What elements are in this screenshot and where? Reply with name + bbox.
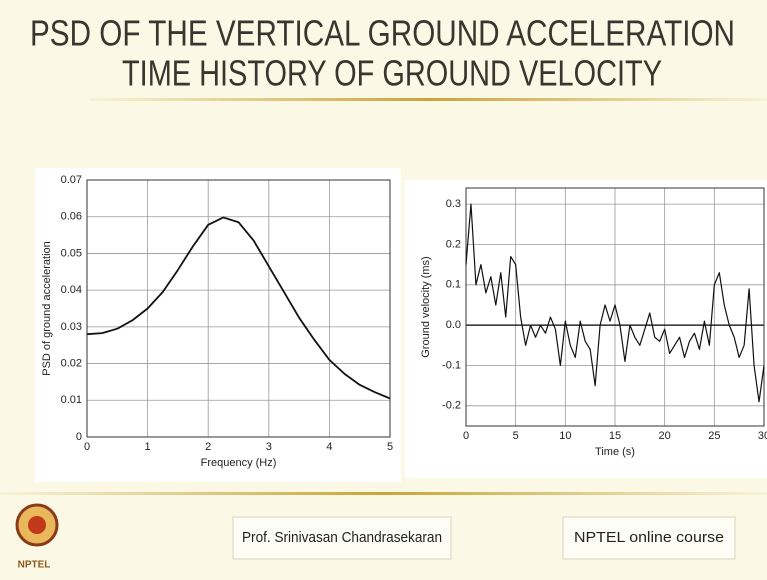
x-tick-label: 4 [326,441,332,453]
slide-title: PSD OF THE VERTICAL GROUND ACCELERATION [30,13,735,54]
x-axis-label: Frequency (Hz) [201,457,277,469]
x-tick-label: 1 [145,441,151,453]
y-tick-label: 0.02 [61,357,82,369]
y-tick-label: 0.03 [61,321,82,333]
presenter: Prof. Srinivasan Chandrasekaran [242,529,442,546]
footer-rule [0,492,767,495]
x-axis-label: Time (s) [595,446,635,458]
title-rule [90,98,767,101]
chart-panel [35,168,401,482]
y-tick-label: 0.04 [61,284,82,296]
y-tick-label: 0.2 [446,238,461,250]
y-tick-label: -0.1 [442,359,461,371]
logo: NPTEL [15,503,59,571]
y-tick-label: 0 [76,431,82,443]
course: NPTEL online course [574,529,724,546]
data-line [465,203,765,403]
x-tick-label: 0 [84,441,90,453]
x-tick-label: 5 [513,430,519,442]
slide-title: TIME HISTORY OF GROUND VELOCITY [122,53,662,94]
y-tick-label: -0.2 [442,400,461,412]
plot-frame [86,179,391,438]
x-tick-label: 25 [708,430,720,442]
logo-text: NPTEL [18,560,51,571]
chart-panel [405,180,767,478]
y-tick-label: 0.0 [446,319,461,331]
y-axis-label: Ground velocity (ms) [420,256,432,357]
course-box [562,516,736,560]
y-tick-label: 0.01 [61,394,82,406]
y-tick-label: 0.05 [61,247,82,259]
x-tick-label: 0 [463,430,469,442]
x-tick-label: 3 [266,441,272,453]
y-tick-label: 0.1 [446,279,461,291]
plot-frame [465,187,765,427]
x-tick-label: 15 [609,430,621,442]
presenter-box [232,516,452,560]
y-tick-label: 0.3 [446,198,461,210]
y-tick-label: 0.06 [61,211,82,223]
y-tick-label: 0.07 [61,174,82,186]
data-line [86,216,391,400]
y-axis-label: PSD of ground acceleration [41,241,53,376]
x-tick-label: 20 [659,430,671,442]
x-tick-label: 2 [205,441,211,453]
x-tick-label: 30 [758,430,767,442]
x-tick-label: 5 [387,441,393,453]
x-tick-label: 10 [559,430,571,442]
